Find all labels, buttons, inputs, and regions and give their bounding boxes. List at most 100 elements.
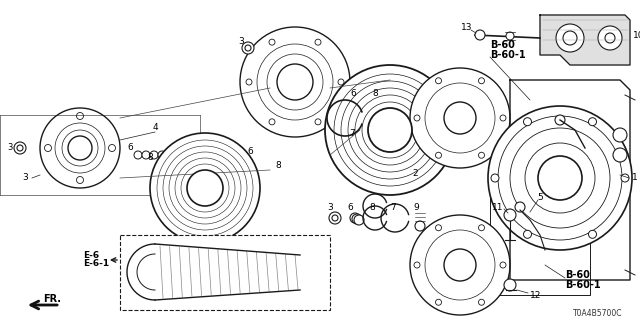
Circle shape: [240, 27, 350, 137]
Text: 9: 9: [413, 203, 419, 212]
Text: 10: 10: [633, 30, 640, 39]
Text: 6: 6: [350, 89, 356, 98]
Circle shape: [269, 39, 275, 45]
Circle shape: [589, 230, 596, 238]
Circle shape: [605, 33, 615, 43]
Circle shape: [62, 130, 98, 166]
Circle shape: [288, 75, 302, 89]
Circle shape: [524, 118, 531, 126]
Circle shape: [524, 230, 531, 238]
Text: B-60: B-60: [490, 40, 515, 50]
Text: B-60-1: B-60-1: [490, 50, 525, 60]
Circle shape: [435, 152, 442, 158]
Text: 5: 5: [537, 194, 543, 203]
Circle shape: [329, 212, 341, 224]
Text: 4: 4: [152, 124, 158, 132]
Circle shape: [45, 145, 51, 151]
Circle shape: [338, 79, 344, 85]
Circle shape: [479, 78, 484, 84]
Circle shape: [158, 151, 166, 159]
Circle shape: [17, 145, 23, 151]
Circle shape: [621, 174, 629, 182]
Circle shape: [506, 32, 514, 40]
Circle shape: [14, 142, 26, 154]
Circle shape: [109, 145, 115, 151]
Circle shape: [435, 225, 442, 231]
Text: 11: 11: [492, 203, 503, 212]
Circle shape: [444, 102, 476, 134]
Circle shape: [315, 119, 321, 125]
Circle shape: [40, 108, 120, 188]
Circle shape: [332, 215, 338, 221]
Circle shape: [142, 151, 150, 159]
Circle shape: [435, 78, 442, 84]
Circle shape: [55, 123, 105, 173]
Circle shape: [556, 24, 584, 52]
Circle shape: [150, 133, 260, 243]
Circle shape: [563, 31, 577, 45]
Circle shape: [515, 202, 525, 212]
Circle shape: [475, 30, 485, 40]
Circle shape: [410, 68, 510, 168]
Text: 8: 8: [369, 203, 375, 212]
Circle shape: [613, 148, 627, 162]
Circle shape: [277, 64, 313, 100]
Circle shape: [415, 221, 425, 231]
Circle shape: [68, 136, 92, 160]
Text: 3: 3: [7, 143, 13, 153]
Circle shape: [504, 209, 516, 221]
Text: 6: 6: [247, 148, 253, 156]
Circle shape: [444, 249, 476, 281]
Circle shape: [500, 262, 506, 268]
Circle shape: [589, 118, 596, 126]
Circle shape: [269, 119, 275, 125]
Circle shape: [613, 128, 627, 142]
Circle shape: [414, 262, 420, 268]
Circle shape: [134, 151, 142, 159]
Text: 2: 2: [412, 169, 418, 178]
Circle shape: [150, 151, 158, 159]
Circle shape: [479, 152, 484, 158]
Text: 3: 3: [238, 36, 244, 45]
Circle shape: [315, 39, 321, 45]
Text: 7: 7: [349, 129, 355, 138]
Circle shape: [368, 100, 378, 110]
Circle shape: [77, 177, 83, 183]
Polygon shape: [540, 15, 630, 65]
Text: 1: 1: [632, 173, 638, 182]
Circle shape: [504, 279, 516, 291]
Text: 13: 13: [461, 23, 472, 33]
Text: 6: 6: [127, 143, 133, 153]
Text: 12: 12: [530, 291, 541, 300]
Circle shape: [479, 225, 484, 231]
Circle shape: [350, 213, 360, 223]
Text: 6: 6: [347, 203, 353, 212]
Circle shape: [187, 170, 223, 206]
Circle shape: [354, 215, 364, 225]
Bar: [120, 235, 330, 310]
Circle shape: [281, 68, 309, 96]
Text: 8: 8: [372, 89, 378, 98]
Text: 3: 3: [22, 173, 28, 182]
Text: 3: 3: [327, 203, 333, 212]
Polygon shape: [510, 80, 630, 280]
Text: B-60: B-60: [565, 270, 590, 280]
Circle shape: [491, 174, 499, 182]
Circle shape: [242, 42, 254, 54]
Text: B-60-1: B-60-1: [565, 280, 600, 290]
Circle shape: [368, 108, 412, 152]
Text: E-6-1: E-6-1: [83, 260, 109, 268]
Circle shape: [246, 79, 252, 85]
Circle shape: [479, 299, 484, 305]
Text: T0A4B5700C: T0A4B5700C: [573, 308, 623, 317]
Circle shape: [488, 106, 632, 250]
Circle shape: [500, 115, 506, 121]
Bar: [490, 185, 590, 295]
Circle shape: [435, 299, 442, 305]
Circle shape: [77, 113, 83, 119]
Text: 8: 8: [147, 154, 153, 163]
Circle shape: [414, 115, 420, 121]
Text: 7: 7: [390, 203, 396, 212]
Text: 8: 8: [275, 161, 281, 170]
Circle shape: [352, 214, 362, 224]
